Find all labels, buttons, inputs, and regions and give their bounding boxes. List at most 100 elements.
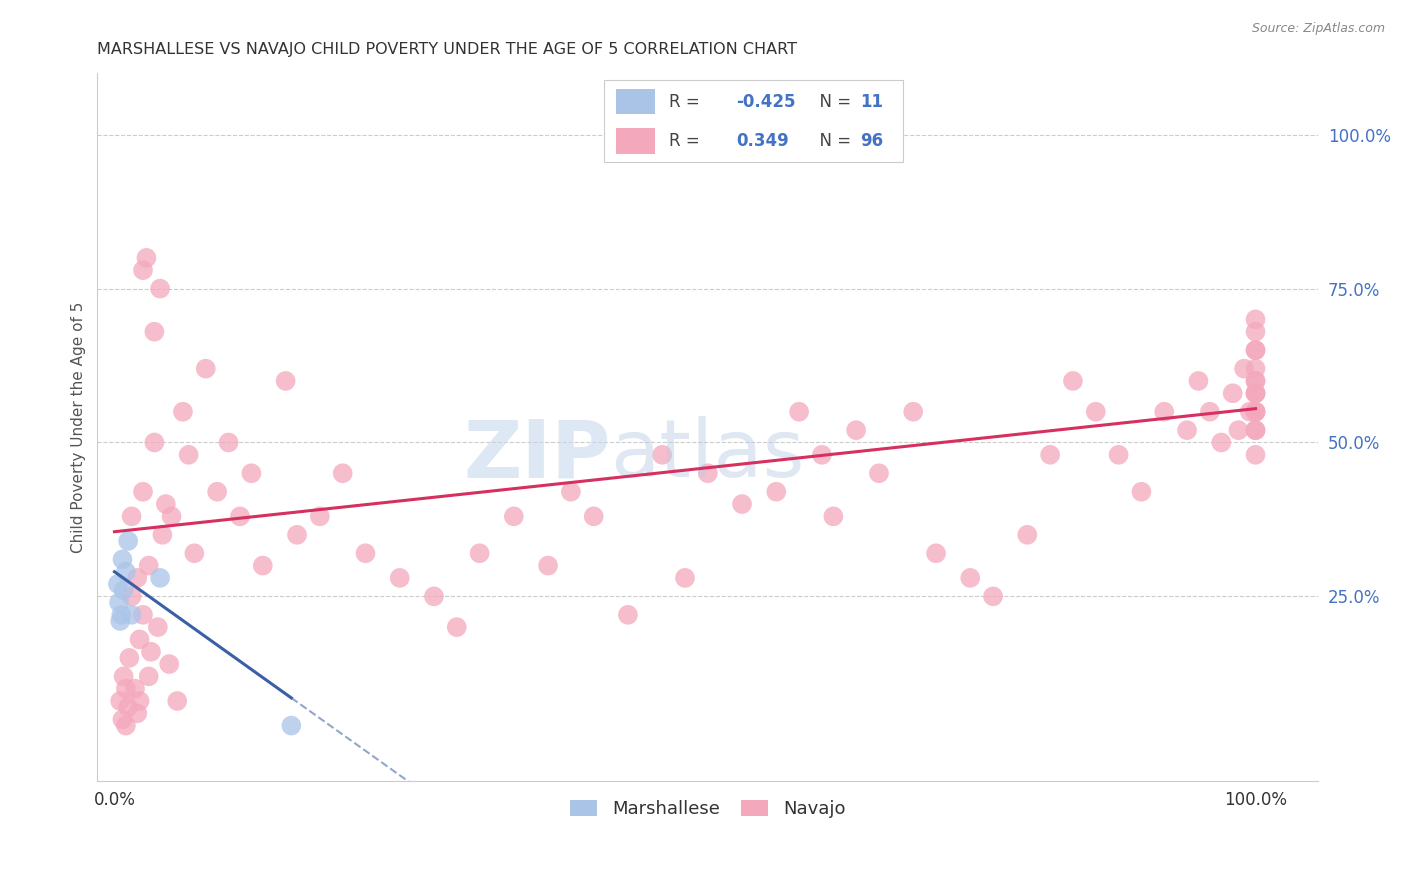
Text: N =: N = [808,93,856,111]
Point [308,509,330,524]
Point [117,700,139,714]
Legend: Marshallese, Navajo: Marshallese, Navajo [562,792,852,825]
Point [811,448,834,462]
Point [138,669,160,683]
Point [1130,484,1153,499]
Text: ZIP: ZIP [463,417,610,494]
Text: 96: 96 [860,132,883,150]
Text: 0.349: 0.349 [735,132,789,150]
Point [285,528,308,542]
Point [617,607,640,622]
Point [502,509,524,524]
Point [651,448,673,462]
Point [194,361,217,376]
Point [166,694,188,708]
Point [1222,386,1244,401]
Point [118,651,141,665]
Text: -0.425: -0.425 [735,93,796,111]
Point [446,620,468,634]
Point [127,571,149,585]
Point [468,546,491,560]
Point [155,497,177,511]
Point [157,657,180,671]
Point [1239,405,1261,419]
Y-axis label: Child Poverty Under the Age of 5: Child Poverty Under the Age of 5 [72,301,86,553]
Point [121,509,143,524]
Point [121,590,143,604]
Point [1244,405,1267,419]
Point [1211,435,1233,450]
Text: Source: ZipAtlas.com: Source: ZipAtlas.com [1251,22,1385,36]
Point [787,405,810,419]
Point [1244,423,1267,437]
Point [138,558,160,573]
Text: 11: 11 [860,93,883,111]
Point [332,467,354,481]
Text: R =: R = [669,132,704,150]
Point [127,706,149,721]
Point [128,632,150,647]
Point [160,509,183,524]
Point [124,681,146,696]
Text: R =: R = [669,93,704,111]
Point [925,546,948,560]
Point [1244,448,1267,462]
Point [205,484,228,499]
Point [112,583,135,598]
Point [132,263,155,277]
Point [172,405,194,419]
Point [143,435,166,450]
Point [845,423,868,437]
Point [252,558,274,573]
Point [274,374,297,388]
Point [115,681,138,696]
Point [537,558,560,573]
Point [1199,405,1222,419]
Point [560,484,582,499]
Point [183,546,205,560]
Point [107,577,129,591]
Point [111,552,134,566]
Point [1084,405,1107,419]
Point [423,590,446,604]
Point [1017,528,1039,542]
Point [354,546,377,560]
Point [1233,361,1256,376]
Point [108,614,131,628]
Point [673,571,696,585]
Text: MARSHALLESE VS NAVAJO CHILD POVERTY UNDER THE AGE OF 5 CORRELATION CHART: MARSHALLESE VS NAVAJO CHILD POVERTY UNDE… [97,42,797,57]
Point [1244,405,1267,419]
Point [1244,374,1267,388]
Point [150,528,173,542]
Point [823,509,845,524]
Point [149,282,172,296]
FancyBboxPatch shape [605,80,903,161]
Point [1175,423,1198,437]
Point [218,435,240,450]
Point [1244,312,1267,326]
Point [112,669,135,683]
Point [1244,343,1267,358]
Point [139,645,162,659]
Point [1244,405,1267,419]
Point [1244,423,1267,437]
Point [388,571,411,585]
Point [1227,423,1250,437]
Point [108,694,131,708]
Point [582,509,605,524]
Point [959,571,981,585]
Point [981,590,1004,604]
Point [1244,374,1267,388]
Point [229,509,252,524]
Point [146,620,169,634]
Bar [616,89,655,114]
Point [1244,361,1267,376]
Point [1039,448,1062,462]
Point [110,607,132,622]
Point [1062,374,1084,388]
Text: atlas: atlas [610,417,804,494]
Point [177,448,200,462]
Bar [616,128,655,153]
Text: N =: N = [808,132,856,150]
Point [1153,405,1175,419]
